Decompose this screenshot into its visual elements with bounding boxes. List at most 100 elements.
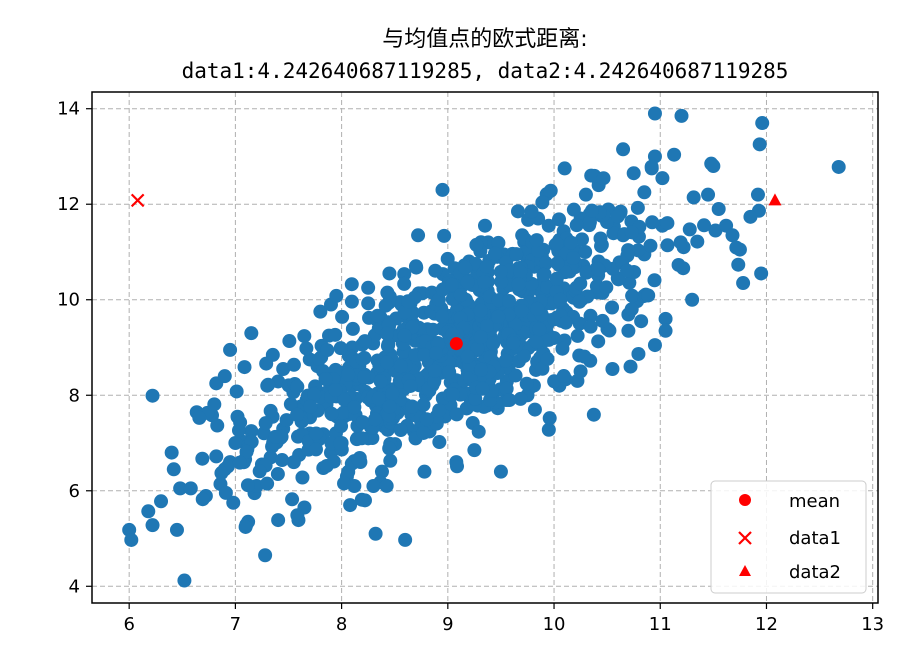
scatter-point	[572, 294, 587, 309]
scatter-point	[268, 429, 283, 444]
scatter-point	[583, 308, 598, 323]
scatter-point	[538, 256, 553, 271]
scatter-point	[755, 116, 770, 131]
scatter-point	[510, 204, 525, 219]
legend: mean data1 data2	[710, 480, 867, 594]
scatter-point	[145, 518, 160, 533]
scatter-point	[373, 374, 388, 389]
scatter-point	[555, 341, 570, 356]
scatter-point	[308, 442, 323, 457]
scatter-point	[319, 458, 334, 473]
scatter-point	[686, 190, 701, 205]
scatter-point	[368, 412, 383, 427]
scatter-point	[218, 485, 233, 500]
scatter-point	[564, 235, 579, 250]
scatter-point	[336, 405, 351, 420]
scatter-point	[743, 209, 758, 224]
scatter-point	[169, 522, 184, 537]
scatter-point	[275, 453, 290, 468]
scatter-point	[616, 142, 631, 157]
scatter-point	[371, 391, 386, 406]
scatter-point	[643, 238, 658, 253]
scatter-point	[480, 318, 495, 333]
scatter-point	[312, 352, 327, 367]
scatter-point	[214, 466, 229, 481]
x-tick-label: 7	[230, 614, 241, 635]
scatter-point	[634, 314, 649, 329]
scatter-point	[195, 451, 210, 466]
scatter-point	[173, 481, 188, 496]
scatter-point	[259, 356, 274, 371]
scatter-point	[491, 309, 506, 324]
scatter-point	[631, 243, 646, 258]
scatter-point	[351, 453, 366, 468]
scatter-point	[299, 341, 314, 356]
scatter-point	[493, 264, 508, 279]
scatter-point	[573, 364, 588, 379]
scatter-point	[536, 267, 551, 282]
scatter-point	[366, 479, 381, 494]
scatter-point	[207, 397, 222, 412]
scatter-point	[471, 424, 486, 439]
legend-label-data2: data2	[789, 562, 841, 583]
scatter-point	[437, 228, 452, 243]
scatter-point	[232, 455, 247, 470]
scatter-point	[258, 416, 273, 431]
y-tick-label: 4	[69, 576, 80, 597]
scatter-point	[397, 276, 412, 291]
scatter-point	[403, 378, 418, 393]
scatter-point	[474, 362, 489, 377]
scatter-point	[611, 272, 626, 287]
scatter-point	[644, 159, 659, 174]
scatter-point	[370, 308, 385, 323]
scatter-point	[706, 159, 721, 174]
scatter-point	[605, 300, 620, 315]
scatter-point	[542, 411, 557, 426]
y-tick-label: 14	[57, 99, 80, 120]
scatter-point	[660, 216, 675, 231]
scatter-point	[374, 464, 389, 479]
scatter-point	[442, 365, 457, 380]
scatter-point	[469, 237, 484, 252]
scatter-point	[347, 400, 362, 415]
scatter-point	[573, 276, 588, 291]
x-tick-label: 11	[649, 614, 672, 635]
scatter-point	[276, 361, 291, 376]
scatter-point	[637, 185, 652, 200]
data1-point	[130, 193, 145, 208]
scatter-point	[409, 260, 424, 275]
scatter-point	[552, 212, 567, 227]
scatter-point	[605, 361, 620, 376]
scatter-point	[623, 359, 638, 374]
scatter-point	[622, 275, 637, 290]
scatter-point	[345, 321, 360, 336]
x-tick-label: 12	[755, 614, 778, 635]
scatter-point	[460, 349, 475, 364]
scatter-point	[258, 548, 273, 563]
scatter-point	[566, 251, 581, 265]
scatter-point	[532, 322, 547, 337]
scatter-point	[549, 236, 564, 251]
scatter-point	[320, 343, 335, 358]
scatter-point	[606, 226, 621, 241]
scatter-point	[610, 209, 625, 224]
scatter-point	[593, 231, 608, 246]
scatter-point	[682, 222, 697, 237]
scatter-point	[124, 532, 139, 547]
scatter-point	[577, 349, 592, 364]
scatter-point	[446, 387, 461, 402]
scatter-point	[239, 444, 254, 459]
scatter-point	[237, 360, 252, 375]
scatter-point	[556, 369, 571, 384]
scatter-point	[527, 402, 542, 417]
scatter-point	[164, 445, 179, 460]
scatter-point	[354, 431, 369, 446]
scatter-point	[647, 106, 662, 121]
scatter-point	[595, 313, 610, 328]
scatter-point	[625, 288, 640, 303]
scatter-point	[229, 384, 244, 399]
data2-point	[768, 193, 782, 206]
scatter-point	[290, 508, 305, 523]
scatter-point	[574, 232, 589, 247]
scatter-point	[591, 334, 606, 349]
